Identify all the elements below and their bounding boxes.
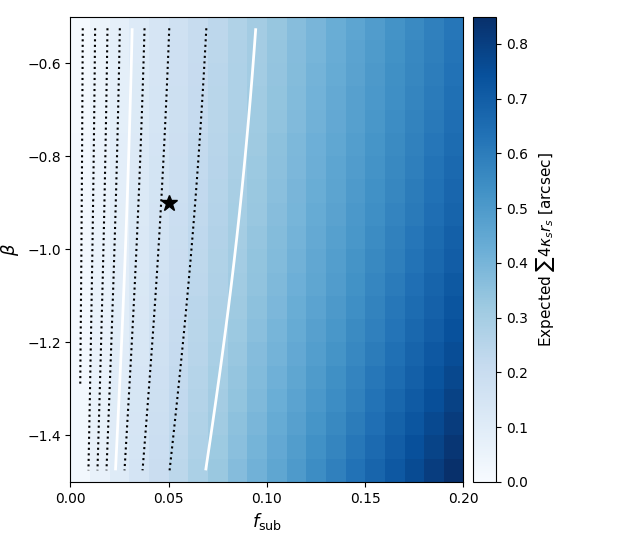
Y-axis label: $\beta$: $\beta$ (0, 243, 22, 256)
Y-axis label: Expected $\sum 4\kappa_s r_s$ [arcsec]: Expected $\sum 4\kappa_s r_s$ [arcsec] (534, 152, 557, 347)
X-axis label: $f_{\mathrm{sub}}$: $f_{\mathrm{sub}}$ (252, 511, 282, 532)
